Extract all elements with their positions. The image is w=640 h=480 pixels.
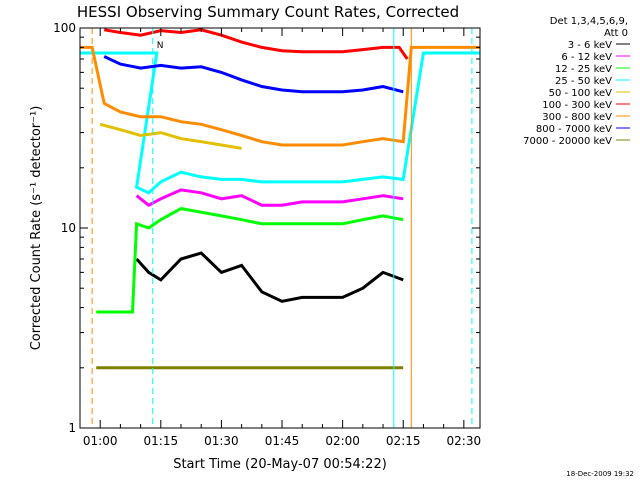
y-tick-label-0: 1	[68, 421, 76, 435]
chart-title: HESSI Observing Summary Count Rates, Cor…	[77, 3, 459, 21]
y-tick-label-2: 100	[53, 21, 76, 35]
legend-label-1: 6 - 12 keV	[561, 52, 612, 63]
legend-label-3: 25 - 50 keV	[555, 76, 612, 87]
x-tick-label-3: 01:45	[265, 434, 300, 448]
series-line-6	[80, 45, 480, 147]
timestamp: 18-Dec-2009 19:32	[566, 470, 634, 478]
legend-header-1: Att 0	[604, 28, 628, 39]
x-tick-label-2: 01:30	[204, 434, 239, 448]
x-axis-label: Start Time (20-May-07 00:54:22)	[173, 457, 387, 472]
marker-label-0: N	[157, 41, 164, 51]
vline-layer: N	[91, 28, 473, 428]
legend-header-0: Det 1,3,4,5,6,9,	[550, 16, 628, 27]
legend-label-5: 100 - 300 keV	[542, 100, 612, 111]
legend-label-4: 50 - 100 keV	[549, 88, 613, 99]
legend-label-0: 3 - 6 keV	[568, 40, 612, 51]
legend-label-7: 800 - 7000 keV	[536, 124, 612, 135]
y-tick-label-1: 10	[61, 221, 76, 235]
legend-label-8: 7000 - 20000 keV	[523, 136, 612, 147]
legend-label-2: 12 - 25 keV	[555, 64, 612, 75]
tick-layer: 01:00 01:15 01:30 01:45 02:00 02:15 02:30 1 10 10…	[53, 21, 481, 448]
x-tick-label-1: 01:15	[144, 434, 179, 448]
x-tick-label-0: 01:00	[83, 434, 118, 448]
legend-label-6: 300 - 800 keV	[542, 112, 612, 123]
series-line-4	[99, 122, 242, 150]
y-axis-label: Corrected Count Rate (s⁻¹ detector⁻¹)	[29, 106, 44, 351]
series-line-0	[135, 251, 404, 303]
series-line-1	[135, 188, 404, 207]
series-line-7	[103, 55, 404, 94]
x-tick-label-5: 02:15	[386, 434, 421, 448]
x-tick-label-6: 02:30	[447, 434, 482, 448]
series-line-5	[103, 28, 409, 60]
series-line-2	[96, 207, 404, 314]
series-layer	[80, 28, 480, 370]
series-line-3	[80, 51, 480, 195]
x-tick-label-4: 02:00	[325, 434, 360, 448]
